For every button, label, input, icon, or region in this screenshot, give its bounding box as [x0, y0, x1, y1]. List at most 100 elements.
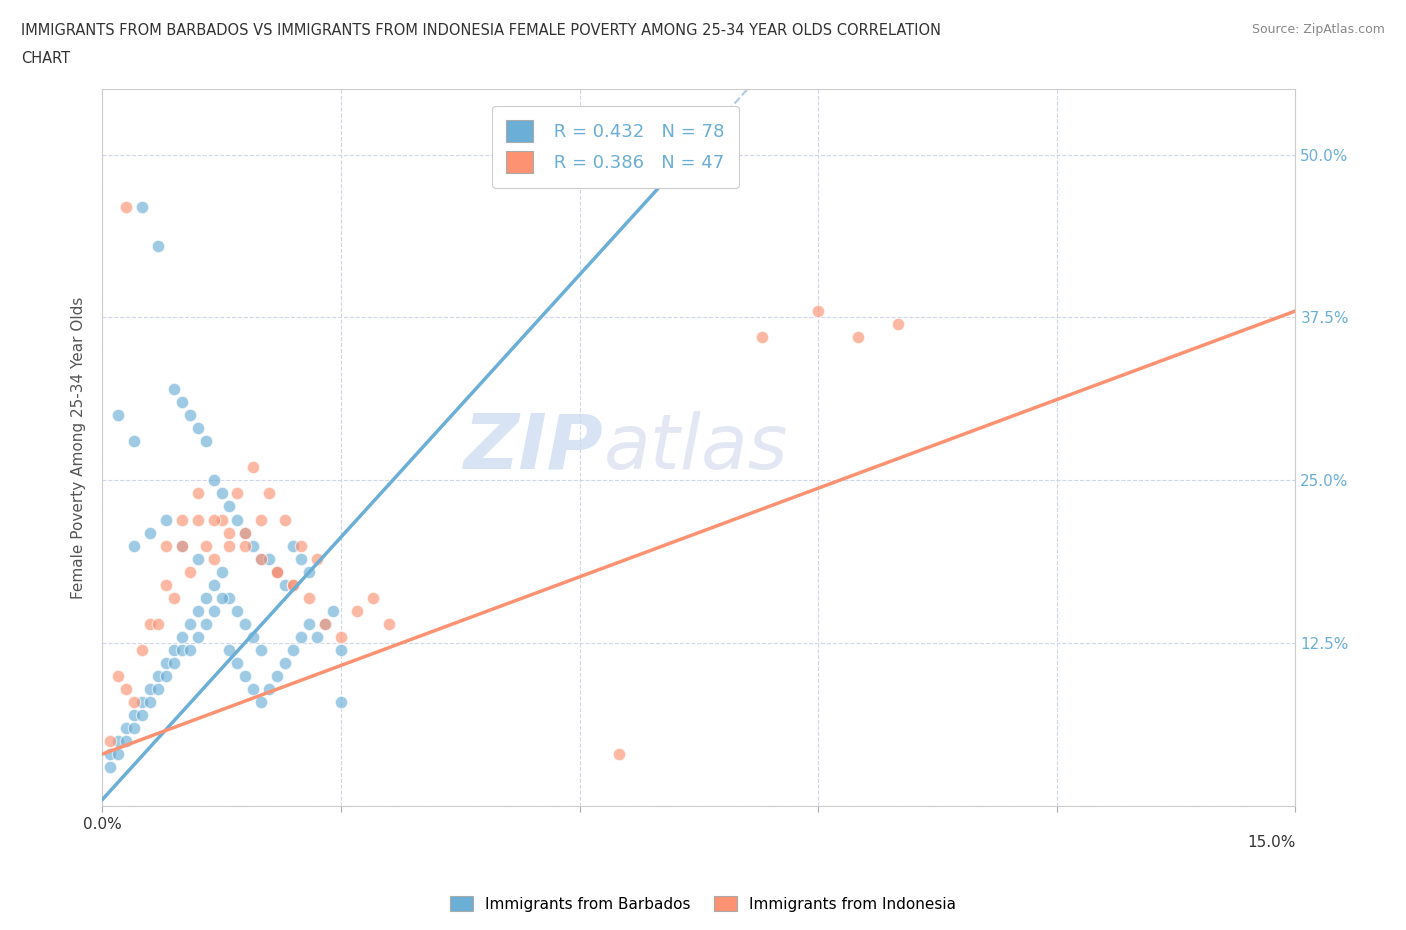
Point [131, 199, 153, 214]
Point [115, 682, 138, 697]
Point [235, 538, 257, 553]
Point [122, 434, 145, 449]
Point [281, 578, 304, 592]
Point [202, 578, 225, 592]
Point [305, 630, 328, 644]
Point [211, 512, 233, 527]
Point [807, 303, 830, 318]
Point [187, 512, 209, 527]
Point [886, 316, 908, 331]
Point [346, 604, 368, 618]
Point [211, 591, 233, 605]
Point [274, 578, 297, 592]
Point [250, 551, 273, 566]
Point [290, 538, 312, 553]
Point [242, 538, 264, 553]
Point [242, 460, 264, 475]
Point [187, 604, 209, 618]
Point [170, 630, 193, 644]
Y-axis label: Female Poverty Among 25-34 Year Olds: Female Poverty Among 25-34 Year Olds [72, 297, 86, 599]
Point [281, 538, 304, 553]
Point [751, 329, 773, 344]
Point [377, 617, 399, 631]
Point [314, 617, 336, 631]
Point [179, 407, 201, 422]
Point [259, 486, 281, 501]
Point [218, 538, 240, 553]
Point [235, 617, 257, 631]
Point [202, 473, 225, 488]
Text: 15.0%: 15.0% [1247, 835, 1295, 850]
Point [122, 708, 145, 723]
Point [226, 604, 249, 618]
Point [122, 695, 145, 710]
Point [98, 734, 121, 749]
Point [146, 682, 169, 697]
Point [250, 551, 273, 566]
Point [170, 394, 193, 409]
Point [170, 512, 193, 527]
Text: atlas: atlas [603, 411, 787, 485]
Point [361, 591, 384, 605]
Point [329, 630, 352, 644]
Point [250, 512, 273, 527]
Point [218, 525, 240, 540]
Point [131, 708, 153, 723]
Point [194, 591, 217, 605]
Point [98, 760, 121, 775]
Point [235, 669, 257, 684]
Point [155, 656, 177, 671]
Point [163, 643, 186, 658]
Point [131, 643, 153, 658]
Point [226, 486, 249, 501]
Legend: Immigrants from Barbados, Immigrants from Indonesia: Immigrants from Barbados, Immigrants fro… [444, 889, 962, 918]
Point [139, 617, 162, 631]
Point [218, 591, 240, 605]
Point [187, 630, 209, 644]
Point [139, 682, 162, 697]
Point [131, 695, 153, 710]
Point [170, 538, 193, 553]
Point [846, 329, 869, 344]
Point [329, 695, 352, 710]
Text: Source: ZipAtlas.com: Source: ZipAtlas.com [1251, 23, 1385, 36]
Point [259, 551, 281, 566]
Point [250, 695, 273, 710]
Point [146, 617, 169, 631]
Point [155, 578, 177, 592]
Point [194, 538, 217, 553]
Point [250, 643, 273, 658]
Point [202, 604, 225, 618]
Point [202, 512, 225, 527]
Point [274, 656, 297, 671]
Point [187, 551, 209, 566]
Point [274, 512, 297, 527]
Point [179, 565, 201, 579]
Point [194, 617, 217, 631]
Point [235, 525, 257, 540]
Point [115, 721, 138, 736]
Point [107, 407, 129, 422]
Point [139, 525, 162, 540]
Point [290, 630, 312, 644]
Point [298, 617, 321, 631]
Point [194, 434, 217, 449]
Point [226, 656, 249, 671]
Point [266, 669, 288, 684]
Point [211, 486, 233, 501]
Point [155, 512, 177, 527]
Point [170, 643, 193, 658]
Point [281, 578, 304, 592]
Point [107, 747, 129, 762]
Point [242, 630, 264, 644]
Point [298, 565, 321, 579]
Point [259, 682, 281, 697]
Point [163, 656, 186, 671]
Point [115, 734, 138, 749]
Point [122, 538, 145, 553]
Point [314, 617, 336, 631]
Point [266, 565, 288, 579]
Point [226, 512, 249, 527]
Point [322, 604, 344, 618]
Point [163, 381, 186, 396]
